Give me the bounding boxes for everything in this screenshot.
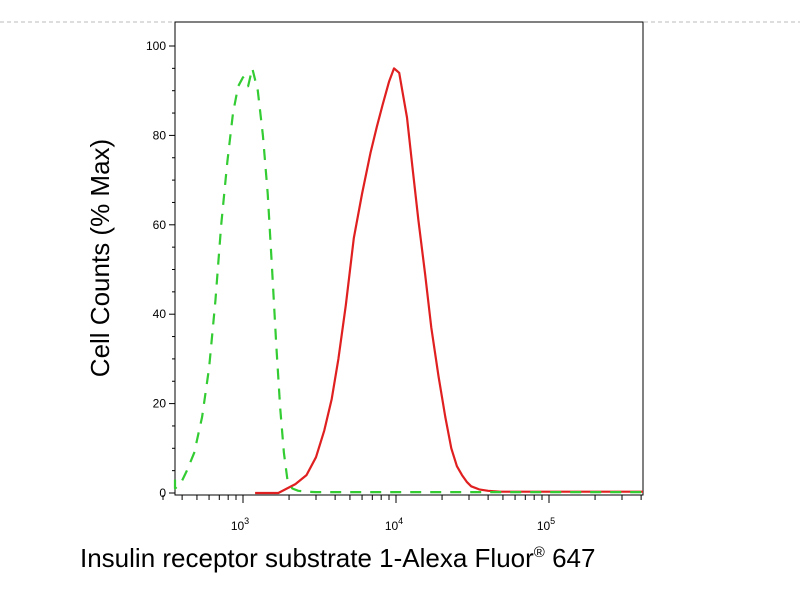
plot-frame bbox=[174, 21, 644, 496]
x-tick-label: 105 bbox=[537, 516, 555, 533]
y-tick-label: 0 bbox=[159, 486, 166, 500]
x-axis-title-main: Insulin receptor substrate 1-Alexa Fluor bbox=[80, 543, 534, 573]
series-group bbox=[173, 67, 643, 495]
y-tick-label: 20 bbox=[153, 397, 167, 411]
x-axis-title: Insulin receptor substrate 1-Alexa Fluor… bbox=[80, 543, 595, 573]
y-tick-label: 100 bbox=[146, 39, 166, 53]
series-line-solid bbox=[255, 67, 643, 495]
x-tick-label: 103 bbox=[231, 516, 249, 533]
y-tick-label: 40 bbox=[153, 307, 167, 321]
x-tick-label: 104 bbox=[385, 516, 403, 533]
x-axis-title-registered-mark: ® bbox=[534, 544, 545, 561]
y-tick-label: 80 bbox=[153, 128, 167, 142]
y-axis: 0 20 40 60 80 100 bbox=[146, 39, 175, 500]
y-tick-label: 60 bbox=[153, 218, 167, 232]
x-axis: 103 104 105 bbox=[162, 495, 642, 533]
series-line-dashed bbox=[173, 67, 643, 494]
x-axis-title-suffix: 647 bbox=[545, 543, 596, 573]
y-axis-title: Cell Counts (% Max) bbox=[85, 139, 115, 377]
